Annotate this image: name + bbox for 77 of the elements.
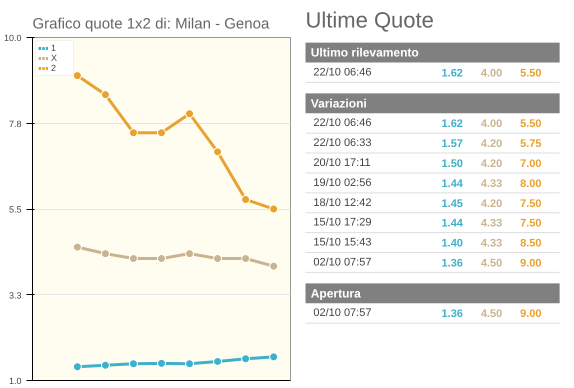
data-label: 9.00: [520, 257, 542, 270]
point: [185, 359, 194, 368]
point: [157, 358, 166, 368]
point: [269, 352, 278, 362]
point: [72, 242, 82, 252]
data-label: 4.00: [480, 67, 502, 80]
data-label: 7.50: [520, 198, 542, 210]
point: [269, 204, 278, 214]
text: Variazioni: [310, 96, 367, 110]
point: [100, 360, 110, 370]
y-tick-label: 3.3: [8, 290, 22, 300]
text: Ultime Quote: [306, 8, 434, 32]
point: [241, 254, 250, 264]
category-label: 18/10 12:42: [313, 196, 372, 209]
text: Ultimo rilevamento: [310, 46, 419, 60]
category-label: 15/10 17:29: [313, 216, 372, 229]
y-tick-label: 1.0: [8, 376, 22, 386]
point: [241, 194, 250, 204]
point: [72, 71, 82, 80]
data-label: 7.00: [520, 158, 542, 170]
point: [185, 109, 194, 118]
data-label: 5.50: [520, 118, 542, 130]
data-label: 5.50: [520, 67, 542, 80]
data-label: 4.33: [480, 238, 502, 250]
data-label: 1.36: [442, 257, 463, 270]
chart-title: Grafico quote 1x2 di: Milan - Genoa: [32, 16, 270, 32]
data-label: 4.20: [480, 158, 502, 170]
category-label: 22/10 06:46: [313, 66, 372, 78]
data-label: 8.00: [520, 178, 542, 190]
point: [185, 249, 194, 258]
data-label: 1.36: [442, 308, 463, 320]
data-label: 1.45: [442, 198, 463, 210]
data-label: 4.33: [480, 218, 502, 230]
category-label: 02/10 07:57: [313, 307, 372, 320]
text: Apertura: [310, 286, 362, 300]
point: [157, 128, 166, 138]
data-label: 1.57: [442, 138, 463, 150]
point: [213, 147, 222, 156]
y-tick-label: 7.8: [8, 118, 22, 129]
point: [72, 362, 82, 372]
point: [100, 90, 110, 100]
category-label: 22/10 06:46: [313, 117, 372, 130]
data-label: 1.62: [442, 118, 463, 130]
y-tick-label: 5.5: [8, 204, 22, 214]
point: [128, 128, 138, 138]
data-label: 4.50: [480, 257, 502, 270]
data-label: 4.33: [480, 178, 502, 190]
point: [241, 354, 250, 364]
category-label: 02/10 07:57: [313, 256, 372, 268]
data-label: 4.20: [480, 198, 502, 210]
data-label: 1.44: [442, 178, 464, 190]
category-label: 19/10 02:56: [313, 176, 372, 189]
legend-label: 2: [51, 63, 58, 73]
data-label: 1.62: [442, 67, 463, 80]
y-tick-label: 10.0: [4, 33, 22, 43]
point: [128, 254, 138, 264]
data-label: 1.40: [442, 238, 463, 250]
point: [100, 249, 110, 258]
point: [128, 359, 138, 368]
data-label: 7.50: [520, 218, 542, 230]
point: [213, 356, 222, 366]
point: [269, 262, 278, 271]
data-label: 9.00: [520, 308, 542, 320]
point: [213, 254, 222, 264]
point: [157, 254, 166, 264]
data-label: 1.44: [442, 218, 464, 230]
data-label: 4.00: [480, 118, 502, 130]
data-label: 5.75: [520, 138, 542, 150]
data-label: 1.50: [442, 158, 463, 170]
category-label: 15/10 15:43: [313, 236, 372, 249]
category-label: 22/10 06:33: [313, 137, 372, 150]
legend-label: 1: [51, 43, 58, 53]
data-label: 8.50: [520, 238, 542, 250]
data-label: 4.50: [480, 308, 502, 320]
category-label: 20/10 17:11: [313, 157, 371, 170]
legend-label: X: [51, 53, 58, 63]
data-label: 4.20: [480, 138, 502, 150]
